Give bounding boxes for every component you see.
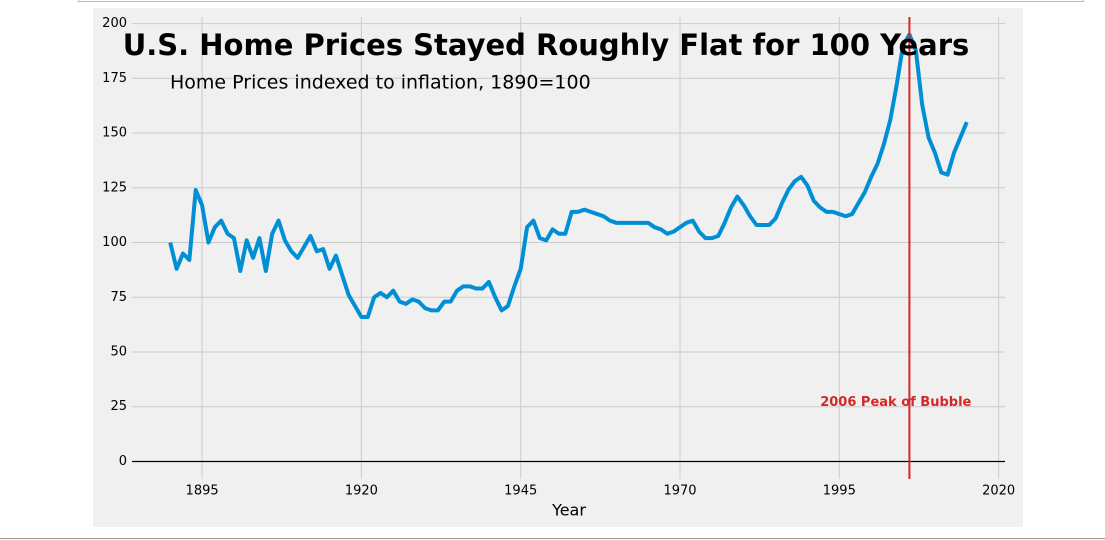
x-tick-label: 1970 (663, 484, 696, 499)
frame-top (78, 0, 1084, 2)
chart-subtitle: Home Prices indexed to inflation, 1890=1… (170, 72, 591, 94)
y-tick-label: 75 (110, 290, 127, 305)
x-tick-label: 1895 (186, 484, 219, 499)
y-tick-label: 0 (119, 454, 127, 469)
y-tick-label: 150 (102, 126, 127, 141)
marks: 2006 Peak of Bubble (132, 17, 1005, 479)
chart-title: U.S. Home Prices Stayed Roughly Flat for… (123, 28, 970, 62)
data-line (168, 32, 969, 319)
y-tick-label: 25 (110, 399, 127, 414)
annotation: 2006 Peak of Bubble (820, 395, 971, 410)
x-tick-label: 1920 (345, 484, 378, 499)
x-tick-label: 2020 (982, 484, 1015, 499)
figure-background (93, 8, 1023, 527)
y-tick-label: 200 (102, 16, 127, 31)
x-axis-label: Year (551, 501, 586, 520)
y-tick-label: 125 (102, 180, 127, 195)
y-tick-label: 175 (102, 71, 127, 86)
x-tick-label: 1945 (504, 484, 537, 499)
y-tick-label: 100 (102, 235, 127, 250)
y-tick-label: 50 (110, 345, 127, 360)
x-tick-label: 1995 (823, 484, 856, 499)
